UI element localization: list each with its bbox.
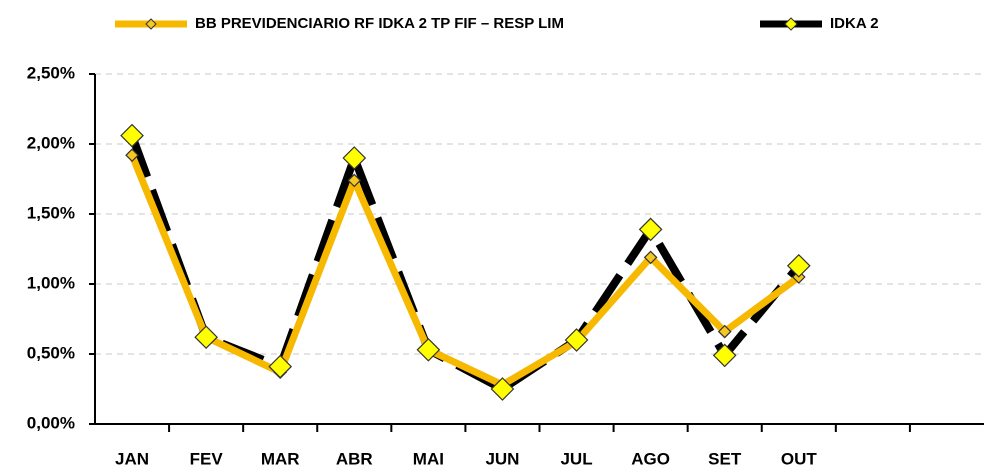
series-marker xyxy=(490,377,515,401)
x-tick-label: JUN xyxy=(485,449,519,468)
series-marker xyxy=(125,148,139,163)
y-tick-label: 2,50% xyxy=(27,63,75,82)
legend-label: BB PREVIDENCIARIO RF IDKA 2 TP FIF – RES… xyxy=(195,15,564,32)
series-marker xyxy=(194,325,218,350)
series-marker xyxy=(643,250,658,265)
series-line xyxy=(128,153,801,389)
series-marker xyxy=(638,217,663,242)
x-tick-label: AGO xyxy=(631,449,670,468)
x-tick-label: MAI xyxy=(413,449,444,468)
series-marker xyxy=(786,253,811,278)
series-marker xyxy=(342,146,367,170)
series-marker xyxy=(717,324,732,339)
x-tick-label: FEV xyxy=(190,449,224,468)
y-tick-label: 2,00% xyxy=(27,133,75,152)
x-tick-label: SET xyxy=(708,449,742,468)
series-marker xyxy=(268,354,293,379)
x-tick-label: JUL xyxy=(560,449,592,468)
y-tick-label: 1,00% xyxy=(27,273,75,292)
y-tick-label: 0,50% xyxy=(27,343,75,362)
legend-marker xyxy=(784,17,798,31)
legend-label: IDKA 2 xyxy=(830,15,879,32)
x-tick-label: OUT xyxy=(781,449,818,468)
x-tick-label: ABR xyxy=(336,449,373,468)
series-marker xyxy=(564,328,589,352)
legend-marker xyxy=(145,18,157,30)
y-tick-label: 0,00% xyxy=(27,413,75,432)
y-tick-label: 1,50% xyxy=(27,203,75,222)
series-marker xyxy=(347,173,362,188)
series-marker xyxy=(120,123,144,148)
series-marker xyxy=(416,337,441,362)
x-tick-label: MAR xyxy=(261,449,300,468)
x-tick-label: JAN xyxy=(115,449,149,468)
series-marker xyxy=(712,343,737,368)
